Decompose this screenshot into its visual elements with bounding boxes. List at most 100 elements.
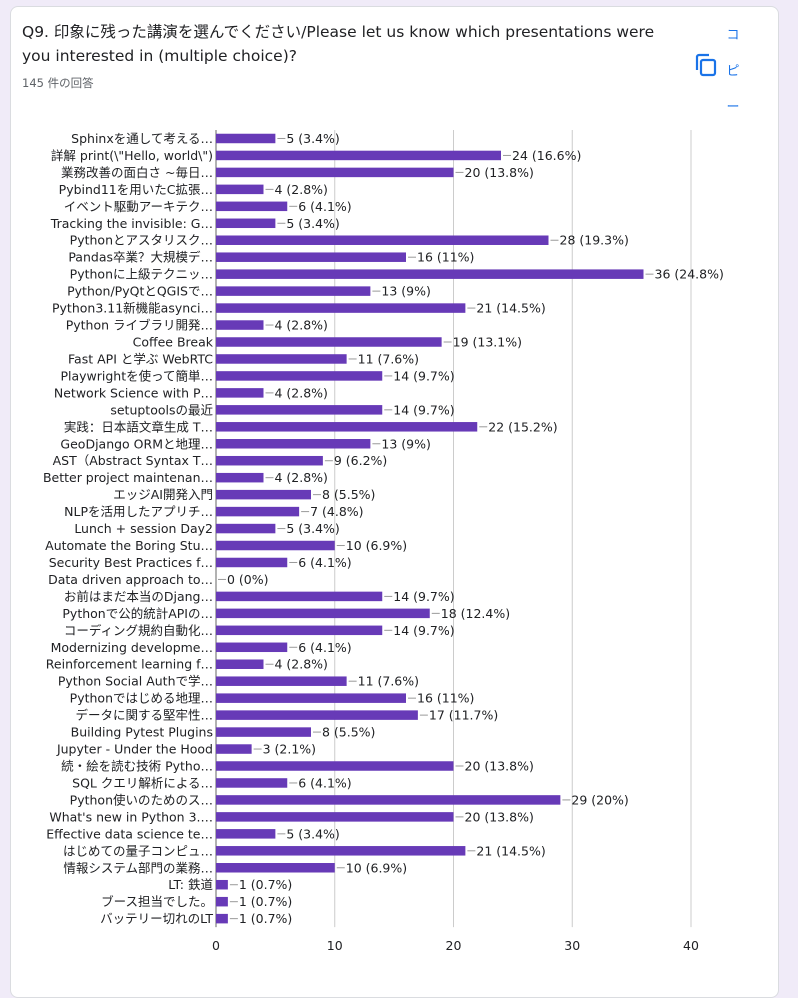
data-label: 4 (2.8%) bbox=[275, 385, 328, 400]
copy-label-char[interactable]: ピ bbox=[726, 64, 740, 79]
bar bbox=[216, 625, 383, 636]
category-label: Pandas卒業？大規模デ… bbox=[68, 250, 213, 265]
bar bbox=[216, 405, 383, 415]
bar bbox=[216, 727, 311, 737]
category-label: Pythonとアスタリスク… bbox=[70, 233, 213, 248]
bar bbox=[216, 710, 418, 720]
data-label: 4 (2.8%) bbox=[275, 182, 328, 197]
category-label: Pybind11を用いたC拡張… bbox=[59, 182, 213, 197]
bar bbox=[216, 354, 347, 364]
data-label: 8 (5.5%) bbox=[322, 725, 375, 740]
category-label: NLPを活用したアプリチ… bbox=[64, 504, 213, 519]
bar bbox=[216, 472, 264, 483]
category-label: Python使いのためのス… bbox=[70, 792, 213, 807]
bar bbox=[216, 371, 383, 381]
data-label: 1 (0.7%) bbox=[239, 911, 292, 926]
category-label: Sphinxを通して考える… bbox=[71, 131, 213, 146]
bar bbox=[216, 795, 561, 805]
bar bbox=[216, 455, 323, 466]
bar bbox=[216, 286, 371, 296]
category-label: Automate the Boring Stu… bbox=[45, 538, 213, 553]
data-label: 10 (6.9%) bbox=[346, 860, 407, 875]
bar bbox=[216, 863, 335, 873]
bar bbox=[216, 523, 276, 534]
response-count: 145 件の回答 bbox=[22, 76, 94, 90]
category-label: お前はまだ本当のDjang… bbox=[64, 589, 213, 604]
bar bbox=[216, 252, 406, 262]
bar bbox=[216, 422, 478, 432]
copy-label-char[interactable]: コ bbox=[726, 28, 740, 43]
data-label: 21 (14.5%) bbox=[476, 843, 545, 858]
x-tick-label: 10 bbox=[327, 938, 343, 953]
category-label: Pythonで公的統計APIの… bbox=[62, 606, 213, 621]
category-label: Tracking the invisible: G… bbox=[50, 216, 213, 231]
category-label: Better project maintenan… bbox=[43, 470, 213, 485]
data-label: 5 (3.4%) bbox=[286, 826, 339, 841]
category-label: What's new in Python 3.… bbox=[49, 809, 213, 824]
bar bbox=[216, 320, 264, 330]
data-label: 5 (3.4%) bbox=[286, 216, 339, 231]
bar bbox=[216, 133, 276, 144]
data-label: 10 (6.9%) bbox=[346, 538, 407, 553]
bar bbox=[216, 489, 311, 500]
data-label: 9 (6.2%) bbox=[334, 453, 387, 468]
data-label: 6 (4.1%) bbox=[298, 775, 351, 790]
category-label: Security Best Practices f… bbox=[49, 555, 213, 570]
bar bbox=[216, 693, 406, 703]
data-label: 6 (4.1%) bbox=[298, 199, 351, 214]
category-label: Jupyter - Under the Hood bbox=[56, 742, 213, 757]
data-label: 20 (13.8%) bbox=[465, 809, 534, 824]
data-label: 5 (3.4%) bbox=[286, 131, 339, 146]
data-label: 21 (14.5%) bbox=[476, 301, 545, 316]
category-label: Python ライブラリ開発… bbox=[66, 318, 213, 333]
data-label: 36 (24.8%) bbox=[655, 267, 724, 282]
bar bbox=[216, 744, 252, 754]
copy-label[interactable]: コピー bbox=[726, 18, 740, 126]
category-label: GeoDjango ORMと地理… bbox=[60, 436, 213, 451]
category-label: 業務改善の面白さ ~毎日… bbox=[61, 165, 213, 180]
category-label: 情報システム部門の業務… bbox=[63, 860, 213, 875]
category-label: イベント駆動アーキテク… bbox=[64, 199, 213, 214]
data-label: 18 (12.4%) bbox=[441, 606, 510, 621]
category-label: Playwrightを使って簡単… bbox=[60, 368, 213, 383]
data-label: 7 (4.8%) bbox=[310, 504, 363, 519]
data-label: 20 (13.8%) bbox=[465, 759, 534, 774]
copy-icon bbox=[695, 53, 717, 77]
bar bbox=[216, 829, 276, 839]
bar bbox=[216, 896, 228, 907]
data-label: 20 (13.8%) bbox=[465, 165, 534, 180]
bar bbox=[216, 591, 383, 602]
category-label: データに関する堅牢性… bbox=[75, 708, 213, 723]
category-label: SQL クエリ解析による… bbox=[72, 775, 213, 790]
category-label: Python Social Authで学… bbox=[58, 674, 213, 689]
bar bbox=[216, 913, 228, 924]
category-label: はじめての量子コンピュ… bbox=[63, 843, 213, 858]
data-label: 24 (16.6%) bbox=[512, 148, 581, 163]
bar bbox=[216, 337, 442, 347]
category-label: Data driven approach to… bbox=[48, 572, 213, 587]
category-label: ブース担当でした。 bbox=[101, 894, 213, 909]
data-label: 6 (4.1%) bbox=[298, 640, 351, 655]
data-label: 5 (3.4%) bbox=[286, 521, 339, 536]
bar bbox=[216, 184, 264, 195]
data-label: 4 (2.8%) bbox=[275, 318, 328, 333]
data-label: 19 (13.1%) bbox=[453, 335, 522, 350]
data-label: 0 (0%) bbox=[227, 572, 269, 587]
x-tick-label: 30 bbox=[564, 938, 580, 953]
data-label: 4 (2.8%) bbox=[275, 657, 328, 672]
data-label: 1 (0.7%) bbox=[239, 894, 292, 909]
data-label: 29 (20%) bbox=[571, 792, 628, 807]
data-label: 28 (19.3%) bbox=[560, 233, 629, 248]
category-label: Python/PyQtとQGISで… bbox=[67, 284, 213, 299]
data-label: 13 (9%) bbox=[381, 436, 430, 451]
bar bbox=[216, 303, 466, 313]
x-tick-label: 20 bbox=[446, 938, 462, 953]
copy-label-char[interactable]: ー bbox=[726, 100, 740, 115]
bar bbox=[216, 439, 371, 449]
category-label: 続・絵を読む技術 Pytho… bbox=[61, 759, 213, 774]
bar bbox=[216, 608, 430, 619]
category-label: 実践：日本語文章生成 T… bbox=[64, 419, 213, 434]
copy-chart-button[interactable] bbox=[693, 52, 719, 78]
data-label: 11 (7.6%) bbox=[358, 351, 419, 366]
